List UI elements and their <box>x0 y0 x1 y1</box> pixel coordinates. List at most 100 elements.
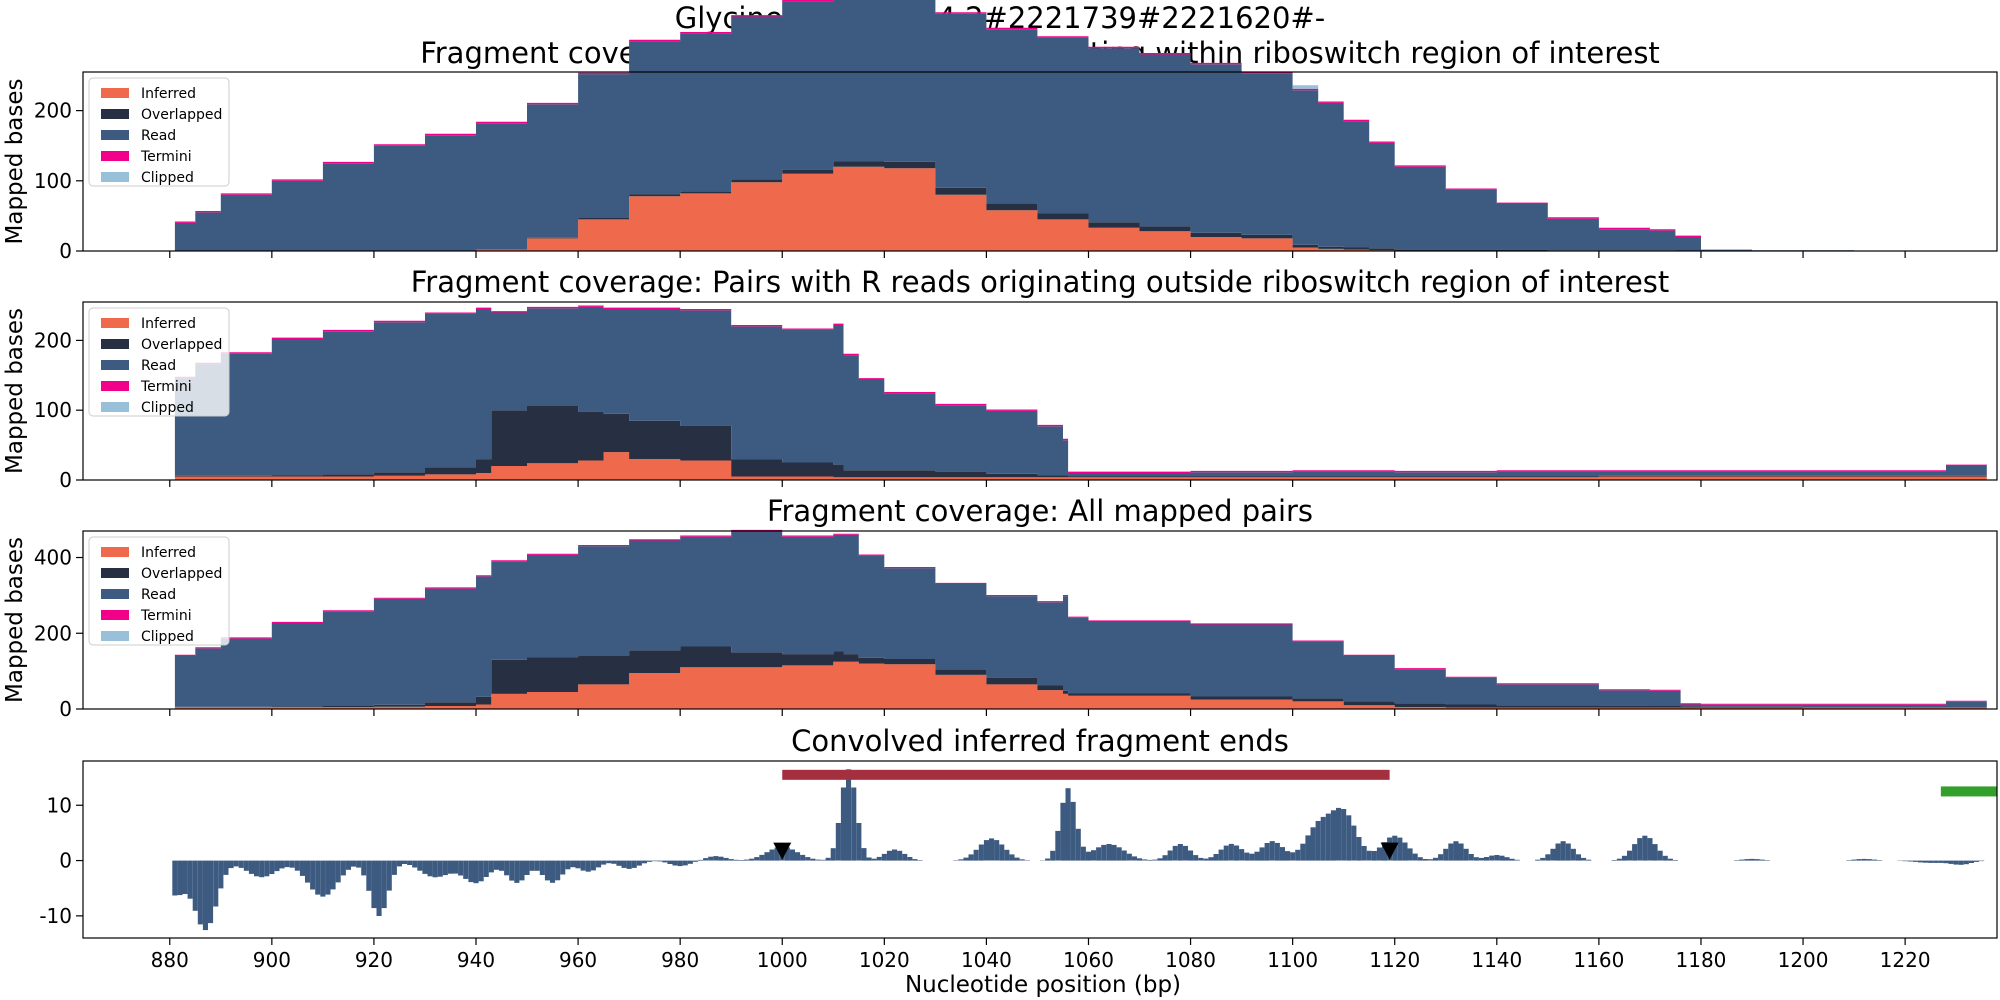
bar-1187 <box>1734 860 1740 861</box>
bar-957 <box>560 860 566 875</box>
bar-910 <box>320 860 326 897</box>
bar-904 <box>289 860 295 868</box>
bar-1074 <box>1157 858 1163 861</box>
bar-950 <box>524 860 530 875</box>
bar-1099 <box>1285 851 1291 861</box>
bar-1102 <box>1300 843 1306 861</box>
bar-1221 <box>1907 860 1913 862</box>
bar-918 <box>361 860 367 876</box>
y-tick-label: 0 <box>59 697 72 721</box>
bar-1115 <box>1366 850 1372 861</box>
bar-954 <box>544 860 550 881</box>
bar-1090 <box>1239 849 1245 861</box>
x-tick-label: 880 <box>151 948 189 972</box>
legend-swatch-clipped <box>101 402 129 412</box>
bar-948 <box>514 860 520 883</box>
bar-958 <box>565 860 571 870</box>
bar-1013 <box>846 769 852 861</box>
bar-1097 <box>1274 842 1280 861</box>
bar-1073 <box>1152 859 1158 861</box>
bar-1005 <box>805 857 811 861</box>
bar-1166 <box>1627 850 1633 861</box>
panel-1-frame <box>82 71 1998 252</box>
bar-1063 <box>1101 844 1107 861</box>
bar-1088 <box>1228 843 1234 861</box>
bar-1227 <box>1938 860 1944 863</box>
bar-1061 <box>1091 850 1097 861</box>
bar-1009 <box>825 857 831 861</box>
bar-962 <box>585 860 591 872</box>
panel-4-frame <box>82 760 1998 939</box>
bar-1046 <box>1014 857 1020 861</box>
bar-1010 <box>830 848 836 861</box>
bar-980 <box>677 860 683 867</box>
bar-1019 <box>876 856 882 861</box>
panel-3-title: Fragment coverage: All mapped pairs <box>767 494 1313 528</box>
bar-995 <box>754 857 760 861</box>
bar-940 <box>473 860 479 884</box>
bar-1052 <box>1045 858 1051 861</box>
x-tick-label: 1180 <box>1676 948 1727 972</box>
bar-927 <box>407 860 413 865</box>
bar-939 <box>468 860 474 883</box>
x-tick-label: 1200 <box>1778 948 1829 972</box>
panel-3-y-axis-label: Mapped bases <box>2 537 28 703</box>
panel-1-y-axis-label: Mapped bases <box>2 78 28 244</box>
x-tick-label: 940 <box>457 948 495 972</box>
bar-1224 <box>1923 860 1929 863</box>
bar-1003 <box>795 852 801 861</box>
bar-1110 <box>1341 809 1347 861</box>
bar-1226 <box>1933 860 1939 863</box>
bar-994 <box>749 858 755 861</box>
bar-1215 <box>1877 860 1883 861</box>
bar-1112 <box>1351 825 1357 861</box>
bar-899 <box>264 860 270 877</box>
bar-914 <box>340 860 346 876</box>
y-tick-label: 400 <box>34 546 72 570</box>
legend-swatch-read <box>101 130 129 140</box>
bar-931 <box>427 860 433 877</box>
bar-1007 <box>815 859 821 861</box>
panel-4: Convolved inferred fragment ends -10 0 10 88… <box>39 724 1998 972</box>
bar-1039 <box>978 844 984 861</box>
legend-label-termini: Termini <box>140 379 192 395</box>
bar-941 <box>478 860 484 882</box>
panel-3-plot-area <box>174 529 1987 709</box>
legend-label-clipped: Clipped <box>141 629 194 645</box>
bar-1072 <box>1147 859 1153 861</box>
bar-891 <box>223 860 229 875</box>
panel-4-title: Convolved inferred fragment ends <box>791 724 1289 758</box>
bar-967 <box>611 860 617 864</box>
bar-981 <box>682 860 688 866</box>
bar-1127 <box>1427 859 1433 861</box>
panel-2-plot-area <box>174 305 1987 480</box>
bar-1128 <box>1433 857 1439 861</box>
bar-1170 <box>1647 838 1653 861</box>
bar-902 <box>279 860 285 869</box>
bar-1040 <box>983 840 989 861</box>
bar-977 <box>662 860 668 863</box>
bar-929 <box>417 860 423 871</box>
series-inferred <box>174 452 1987 480</box>
triangle-marker-3 <box>773 842 792 860</box>
bar-924 <box>391 860 397 875</box>
bar-991 <box>733 859 739 861</box>
y-tick-label: -10 <box>39 904 72 928</box>
x-tick-label: 1140 <box>1471 948 1522 972</box>
panel-3-y-ticks: 0 200 400 <box>34 546 83 721</box>
bar-974 <box>647 860 653 862</box>
bar-1080 <box>1188 850 1194 861</box>
bar-925 <box>396 860 402 867</box>
bar-1209 <box>1846 860 1852 861</box>
triangle-marker-4 <box>1380 842 1399 860</box>
bar-896 <box>248 860 254 874</box>
bar-935 <box>447 860 453 874</box>
bar-1113 <box>1356 837 1362 861</box>
bar-1106 <box>1320 816 1326 861</box>
bar-1045 <box>1009 854 1015 861</box>
x-tick-label: 920 <box>355 948 393 972</box>
bar-1133 <box>1458 843 1464 861</box>
bar-1151 <box>1550 848 1556 861</box>
bar-984 <box>698 859 704 861</box>
bar-1082 <box>1198 857 1204 861</box>
